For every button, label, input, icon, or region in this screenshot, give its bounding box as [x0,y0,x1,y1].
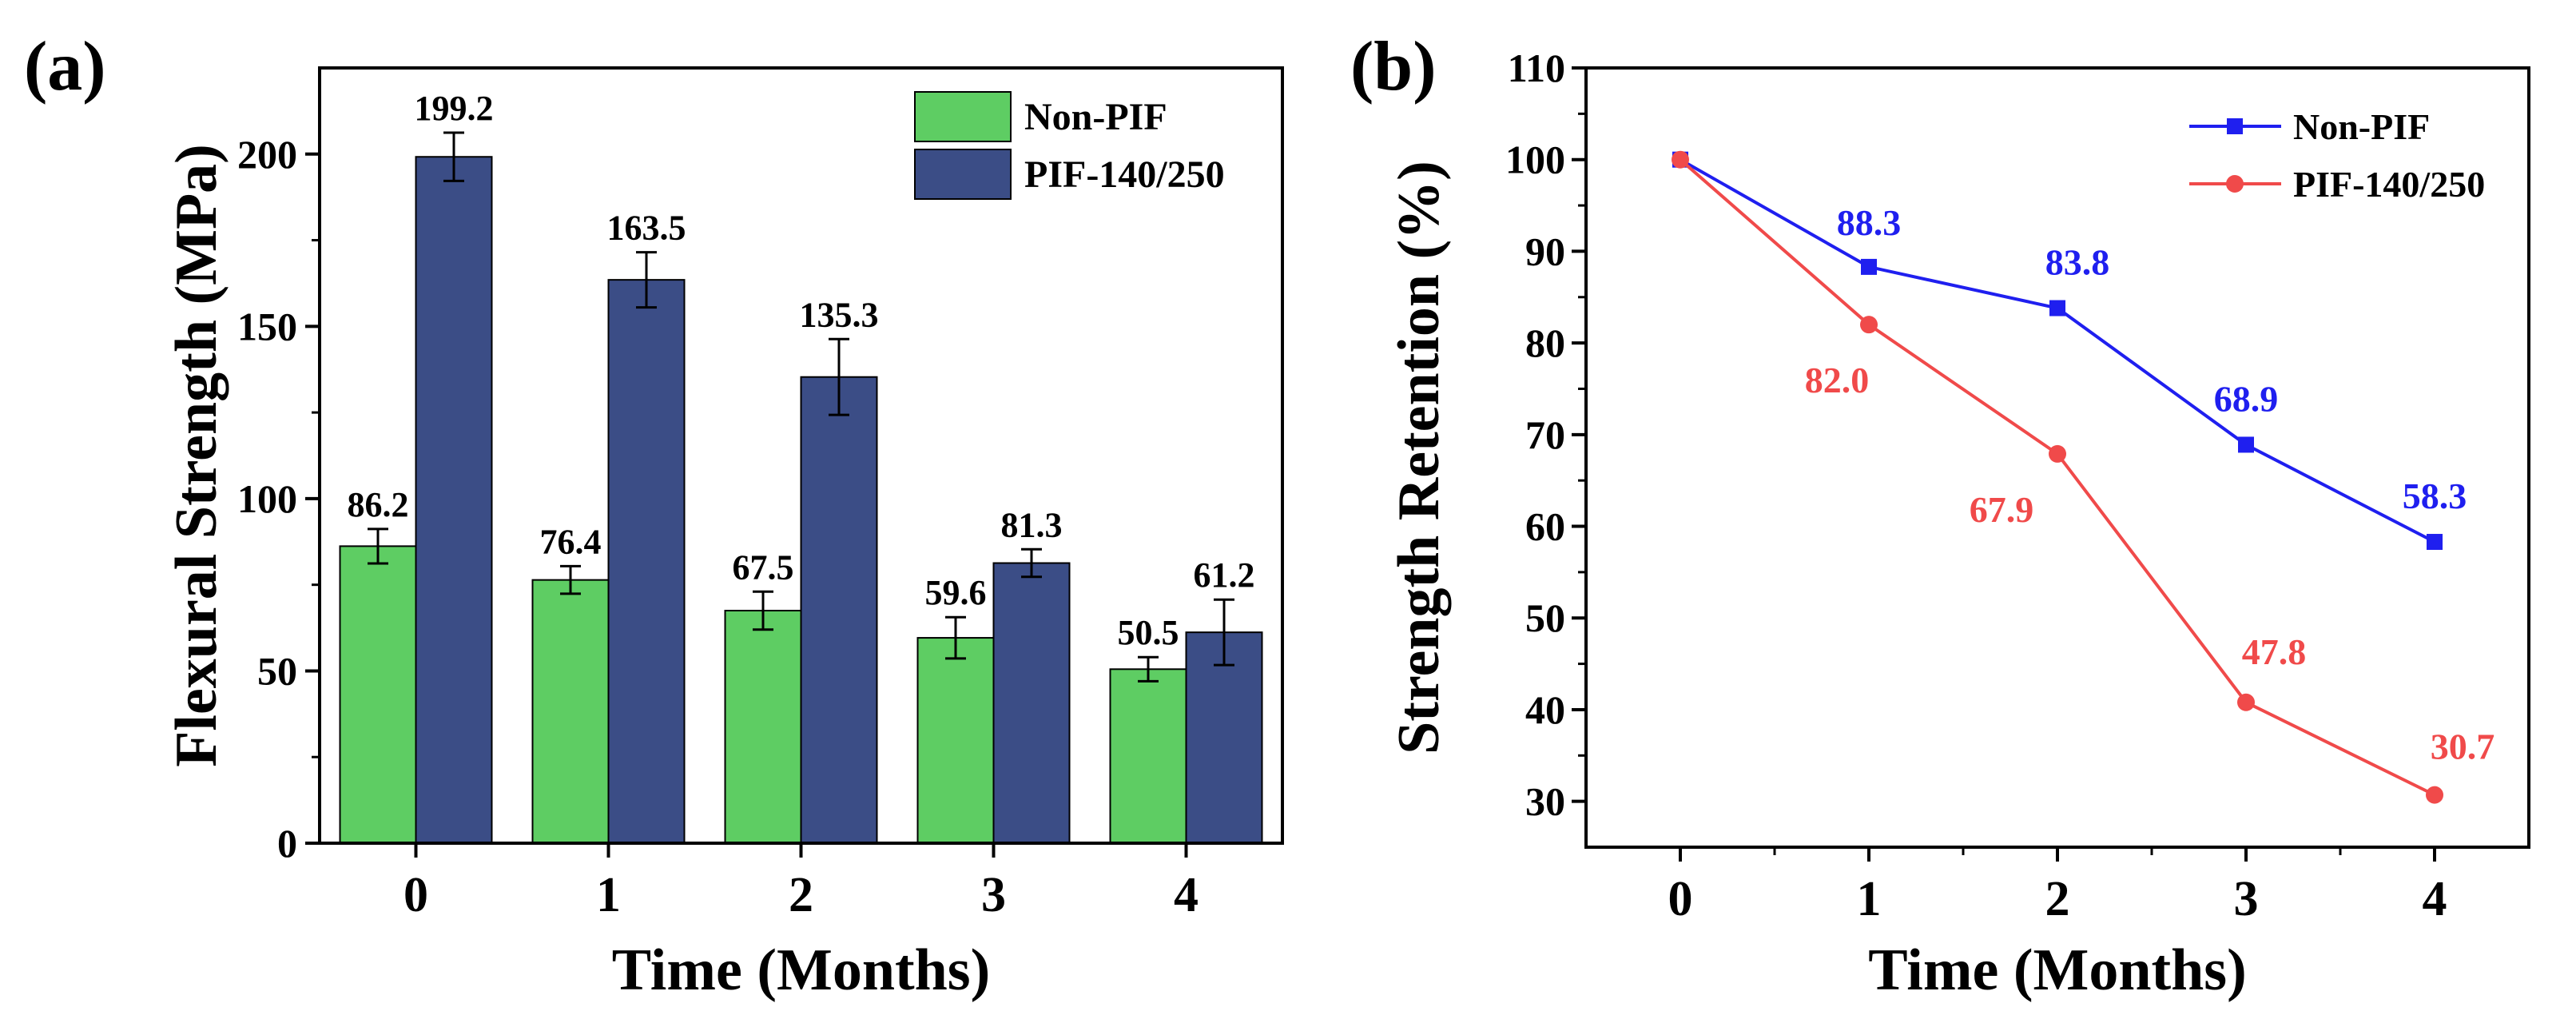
data-label-non-pif-month-2: 67.5 [733,547,794,587]
error-bar-non-pif-month-0 [368,527,388,565]
data-label-pif-month-2: 135.3 [800,295,879,334]
legend-swatch-pif [914,149,1012,200]
legend-a: Non-PIF PIF-140/250 [914,91,1225,200]
x-tick-label-b-1: 1 [1857,872,1882,926]
x-tick-label-b-0: 0 [1668,872,1693,926]
error-bar-pif-month-2 [829,337,849,416]
x-tick-label-a-1: 1 [596,868,621,922]
panel-a-bar-chart: (a) 86.2 76.4 67.5 59.6 50.5 199.2 163.5 135.3 81… [24,28,1284,1003]
bar-non-pif-month-3 [916,637,995,845]
data-label-non-pif-month-4: 50.5 [1118,613,1179,652]
data-label-non-pif-month-3: 59.6 [925,573,987,612]
y-axis-title-a: Flexural Strength (MPa) [164,144,229,767]
marker-non-pif-month-3 [2238,436,2254,453]
y-tick-label-b-90: 90 [1525,229,1565,273]
legend-label-pif: PIF-140/250 [1024,153,1225,196]
bar-non-pif-month-1 [531,579,610,844]
error-bar-non-pif-month-3 [945,615,966,660]
legend-swatch-non-pif [914,91,1012,142]
legend-marker-non-pif [2227,118,2243,134]
marker-pif-month-2 [2049,444,2066,463]
marker-non-pif-month-1 [1861,258,1877,275]
data-label-non-pif-month-2: 83.8 [2045,242,2110,283]
error-bar-pif-month-3 [1021,547,1042,579]
bar-non-pif-month-2 [724,610,802,844]
x-tick-label-a-0: 0 [403,868,428,922]
data-label-pif-month-3: 47.8 [2242,631,2307,672]
data-label-pif-month-1: 163.5 [607,209,686,248]
marker-pif-month-1 [1860,316,1878,334]
x-tick-label-b-2: 2 [2045,872,2070,926]
y-tick-label-b-30: 30 [1525,779,1565,824]
x-axis-title-b: Time (Months) [1868,937,2246,1003]
x-tick-label-b-4: 4 [2423,872,2447,926]
y-tick-label-a-150: 150 [237,304,297,348]
y-tick-label-a-0: 0 [277,821,297,866]
bar-pif-month-4 [1185,631,1263,844]
data-label-pif-month-4: 30.7 [2431,726,2495,767]
legend-label-non-pif: Non-PIF [1024,96,1167,138]
x-tick-label-a-4: 4 [1174,868,1199,922]
line-non-pif [1680,157,2435,543]
y-tick-label-b-40: 40 [1525,687,1565,732]
error-bar-pif-month-4 [1214,598,1234,667]
legend-label-pif: PIF-140/250 [2293,164,2485,205]
data-label-non-pif-month-3: 68.9 [2214,378,2279,419]
error-bar-non-pif-month-2 [753,590,773,631]
data-label-pif-month-1: 82.0 [1805,360,1870,400]
bar-pif-month-2 [800,376,878,844]
bar-pif-month-0 [415,156,493,844]
y-tick-label-b-100: 100 [1505,137,1565,182]
y-tick-label-b-70: 70 [1525,412,1565,457]
panel-b-line-chart: (b) 30 40 50 60 70 80 90 100 110 0 1 2 3 4 Time (Months… [1350,28,2530,1003]
x-axis-title-a: Time (Months) [612,937,990,1003]
data-label-pif-month-2: 67.9 [1970,489,2034,530]
y-tick-label-b-60: 60 [1525,504,1565,549]
y-tick-label-a-100: 100 [237,476,297,521]
data-label-pif-month-0: 199.2 [415,89,494,128]
y-axis-title-b: Strength Retention (%) [1386,161,1452,754]
marker-non-pif-month-4 [2427,534,2443,551]
legend-b: Non-PIF PIF-140/250 [2189,106,2485,205]
data-label-non-pif-month-1: 88.3 [1837,202,1902,243]
x-tick-label-a-2: 2 [789,868,813,922]
x-tick-label-b-3: 3 [2234,872,2259,926]
data-label-non-pif-month-0: 86.2 [348,485,409,524]
marker-pif-month-4 [2426,786,2443,804]
error-bar-non-pif-month-4 [1138,655,1159,683]
y-tick-label-b-110: 110 [1508,46,1565,90]
x-tick-label-a-3: 3 [981,868,1006,922]
marker-pif-month-3 [2237,693,2255,711]
panel-a-label: (a) [24,28,106,105]
data-label-pif-month-4: 61.2 [1194,555,1255,595]
bar-pif-month-1 [607,279,686,844]
data-label-pif-month-3: 81.3 [1001,505,1063,544]
bar-non-pif-month-4 [1109,668,1187,844]
legend-label-non-pif: Non-PIF [2293,106,2430,147]
y-tick-label-b-50: 50 [1525,595,1565,640]
data-label-non-pif-month-4: 58.3 [2403,476,2467,516]
panel-b-label: (b) [1350,28,1437,105]
y-tick-label-a-200: 200 [237,132,297,177]
error-bar-pif-month-1 [636,251,657,309]
marker-pif-month-0 [1672,150,1689,169]
error-bar-pif-month-0 [443,131,464,182]
bar-non-pif-month-0 [339,545,417,844]
marker-non-pif-month-2 [2049,300,2065,316]
bar-pif-month-3 [992,562,1071,844]
error-bar-non-pif-month-1 [560,564,581,595]
y-tick-label-a-50: 50 [257,648,297,693]
y-tick-label-b-80: 80 [1525,320,1565,365]
data-label-non-pif-month-1: 76.4 [540,522,602,561]
legend-marker-pif [2226,175,2244,193]
